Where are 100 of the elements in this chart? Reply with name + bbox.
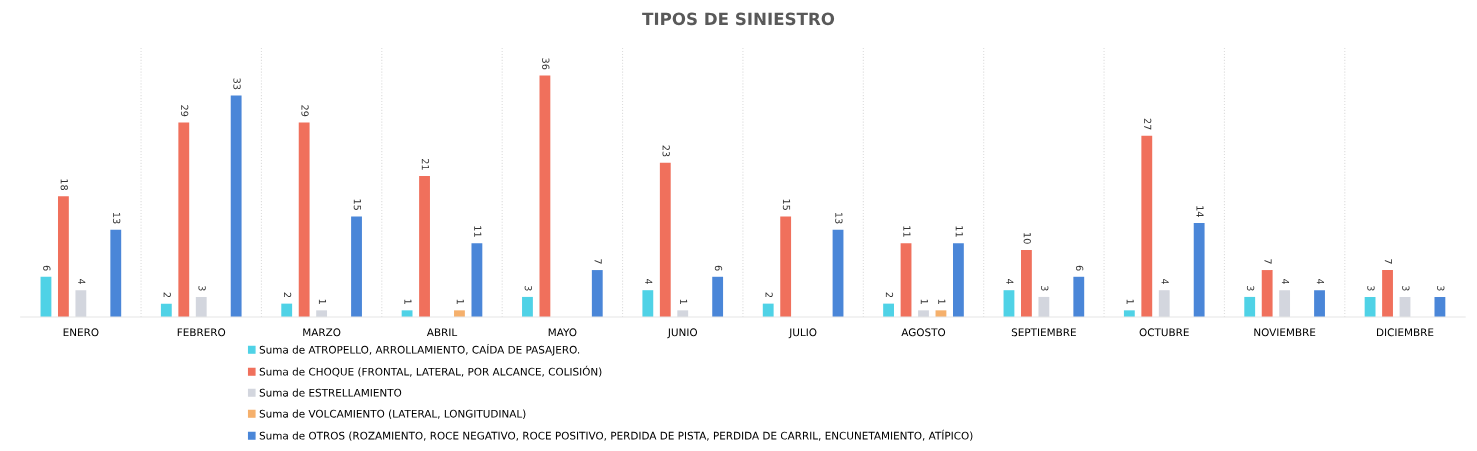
data-label: 4 (645, 278, 653, 285)
x-tick-label: NOVIEMBRE (1254, 328, 1316, 337)
data-label: 6 (1075, 265, 1084, 271)
bar (298, 122, 310, 318)
x-tick-label: OCTUBRE (1139, 328, 1189, 337)
data-label: 1 (680, 299, 688, 304)
bar (918, 310, 929, 318)
bar (110, 229, 122, 318)
bar (677, 310, 689, 318)
bar (762, 303, 774, 318)
bar (1244, 296, 1256, 318)
data-label: 3 (1402, 285, 1410, 291)
bar (178, 122, 190, 318)
bar (522, 296, 533, 318)
bar (780, 216, 792, 318)
data-label: 10 (1023, 233, 1031, 244)
x-tick-label: JUNIO (667, 328, 698, 339)
bar (454, 310, 465, 318)
data-label: 7 (1264, 259, 1272, 264)
bar (1038, 296, 1050, 318)
data-label: 13 (835, 212, 843, 224)
data-label: 4 (1316, 278, 1324, 285)
bar (591, 270, 603, 318)
legend-label: Suma de ATROPELLO, ARROLLAMIENTO, CAÍDA DE PASAJERO. (259, 343, 580, 356)
data-label: 1 (318, 299, 327, 304)
bar (1434, 296, 1446, 318)
bar (230, 95, 242, 318)
bar (1073, 276, 1085, 318)
bar (1314, 290, 1325, 318)
data-label: 2 (284, 292, 292, 298)
data-label: 15 (353, 199, 361, 210)
x-tick-label: JULIO (788, 328, 817, 339)
data-label: 13 (112, 212, 121, 224)
data-label: 1 (920, 299, 928, 304)
data-label: 3 (1367, 285, 1375, 291)
data-label: 29 (301, 105, 309, 117)
bar (712, 276, 724, 318)
bar (659, 162, 671, 318)
data-label: 3 (198, 285, 206, 291)
bar (1261, 270, 1273, 318)
data-label: 4 (1281, 278, 1290, 285)
data-label: 3 (1041, 285, 1049, 291)
data-label: 27 (1144, 118, 1152, 130)
data-label: 7 (1384, 259, 1392, 264)
legend-label: Suma de OTROS (ROZAMIENTO, ROCE NEGATIVO, ROCE POSITIVO, PERDIDA DE PISTA, PERDIDA DE CARRIL, ENCUNETAMIENTO, ATÍPICO) (259, 429, 973, 441)
data-label: 29 (180, 105, 189, 117)
legend-label: Suma de ESTRELLAMIENTO (259, 388, 402, 397)
x-tick-label: AGOSTO (901, 328, 946, 337)
data-label: 3 (1437, 285, 1445, 291)
x-tick-label: MARZO (303, 328, 341, 337)
x-tick-label: SEPTIEMBRE (1011, 328, 1076, 337)
bar (900, 243, 912, 318)
bar (1158, 290, 1170, 318)
data-label: 1 (938, 299, 946, 304)
bar (1021, 249, 1032, 318)
bar (1279, 290, 1291, 318)
data-label: 2 (163, 292, 171, 298)
x-tick-label: MAYO (548, 328, 577, 337)
bar (160, 303, 172, 318)
bar (281, 303, 293, 318)
legend-label: Suma de VOLCAMIENTO (LATERAL, LONGITUDINAL) (259, 409, 526, 419)
bar (1123, 310, 1135, 318)
bar (1141, 135, 1153, 318)
x-tick-label: ABRIL (426, 328, 458, 337)
chart-title: TIPOS DE SINIESTRO (642, 12, 835, 26)
bar (419, 176, 430, 318)
legend-label: Suma de CHOQUE (FRONTAL, LATERAL, POR ALCANCE, COLISIÓN) (259, 365, 602, 377)
bar (1382, 270, 1393, 318)
data-label: 18 (60, 179, 68, 191)
bar (316, 310, 328, 318)
data-label: 1 (404, 299, 412, 304)
data-label: 6 (714, 265, 723, 271)
data-label: 11 (474, 226, 482, 237)
data-label: 1 (1126, 299, 1134, 304)
x-tick-label: DICIEMBRE (1377, 328, 1434, 337)
data-label: 15 (782, 199, 791, 210)
data-label: 4 (1161, 278, 1169, 285)
bar (539, 75, 551, 318)
data-label: 33 (233, 78, 241, 90)
bar (401, 310, 413, 318)
bar (832, 229, 844, 318)
bar (471, 243, 483, 318)
bar (1193, 223, 1205, 318)
data-label: 1 (456, 299, 464, 304)
data-label: 36 (542, 58, 550, 70)
data-label: 7 (594, 259, 602, 264)
bar (195, 296, 207, 318)
bar (952, 243, 964, 318)
bar (351, 216, 362, 318)
data-label: 6 (43, 265, 51, 271)
data-label: 11 (903, 226, 911, 237)
x-tick-label: ENERO (63, 328, 99, 337)
bar (1364, 296, 1376, 318)
data-label: 2 (765, 292, 773, 298)
bar (642, 290, 654, 318)
x-tick-label: FEBRERO (177, 328, 226, 337)
bar (75, 290, 87, 318)
bar (57, 196, 69, 318)
data-label: 4 (78, 278, 86, 285)
data-label: 4 (1006, 278, 1014, 285)
